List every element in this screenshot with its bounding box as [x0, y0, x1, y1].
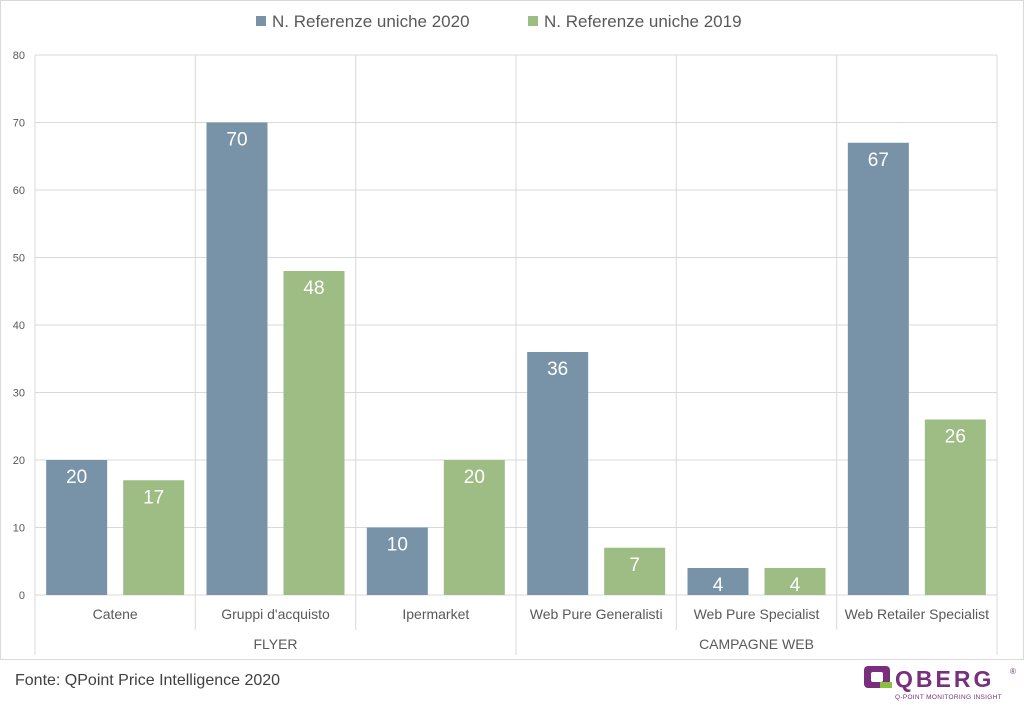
y-tick-label: 50 — [13, 253, 25, 265]
logo-tagline: Q-POINT MONITORING INSIGHT — [895, 694, 1002, 701]
group-label: FLYER — [253, 636, 297, 652]
data-label: 17 — [143, 487, 164, 508]
legend-label: N. Referenze uniche 2020 — [272, 12, 470, 31]
x-tick-label: Web Retailer Specialist — [845, 606, 990, 622]
y-tick-label: 80 — [13, 50, 25, 62]
data-label: 20 — [66, 467, 87, 488]
logo-wordmark: QBERG — [895, 666, 994, 692]
logo-registered-mark: ® — [1010, 667, 1016, 676]
data-label: 4 — [713, 575, 724, 596]
bar — [206, 122, 268, 595]
bar — [527, 352, 589, 595]
bar — [687, 568, 749, 595]
bar — [924, 419, 986, 595]
chart-frame: 0 10 20 30 40 50 60 70 80 20 17 Catene 70 48 Gruppi d'… — [0, 0, 1024, 660]
y-tick-label: 10 — [13, 523, 25, 535]
qberg-logo: QBERG ® Q-POINT MONITORING INSIGHT — [862, 662, 1020, 704]
legend-swatch — [528, 16, 538, 26]
y-tick-label: 70 — [13, 118, 25, 130]
data-label: 70 — [226, 130, 247, 151]
data-label: 20 — [464, 467, 485, 488]
source-note: Fonte: QPoint Price Intelligence 2020 — [15, 672, 281, 689]
legend-label: N. Referenze uniche 2019 — [544, 12, 742, 31]
bar — [123, 480, 185, 595]
bar — [443, 460, 505, 595]
data-label: 4 — [790, 575, 801, 596]
x-tick-label: Web Pure Generalisti — [530, 606, 663, 622]
y-tick-label: 20 — [13, 455, 25, 467]
data-label: 48 — [303, 278, 324, 299]
x-tick-label: Web Pure Specialist — [694, 606, 820, 622]
x-tick-label: Catene — [93, 606, 138, 622]
data-label: 67 — [868, 150, 889, 171]
logo-mark-icon — [864, 666, 892, 688]
bar — [283, 271, 345, 595]
bar — [604, 547, 666, 595]
y-tick-label: 40 — [13, 320, 25, 332]
x-tick-label: Ipermarket — [402, 606, 469, 622]
data-label: 26 — [945, 427, 966, 448]
legend-swatch — [256, 16, 266, 26]
y-tick-label: 60 — [13, 185, 25, 197]
data-label: 7 — [629, 555, 640, 576]
y-tick-label: 0 — [19, 590, 25, 602]
bar — [764, 568, 826, 595]
x-tick-label: Gruppi d'acquisto — [221, 606, 330, 622]
group-label: CAMPAGNE WEB — [699, 636, 814, 652]
bar — [847, 142, 909, 595]
data-label: 10 — [387, 535, 408, 556]
data-label: 36 — [547, 359, 568, 380]
bar — [366, 527, 428, 595]
y-tick-label: 30 — [13, 388, 25, 400]
chart-svg: 0 10 20 30 40 50 60 70 80 20 17 Catene 70 48 Gruppi d'… — [0, 0, 1024, 660]
bar — [46, 460, 108, 595]
